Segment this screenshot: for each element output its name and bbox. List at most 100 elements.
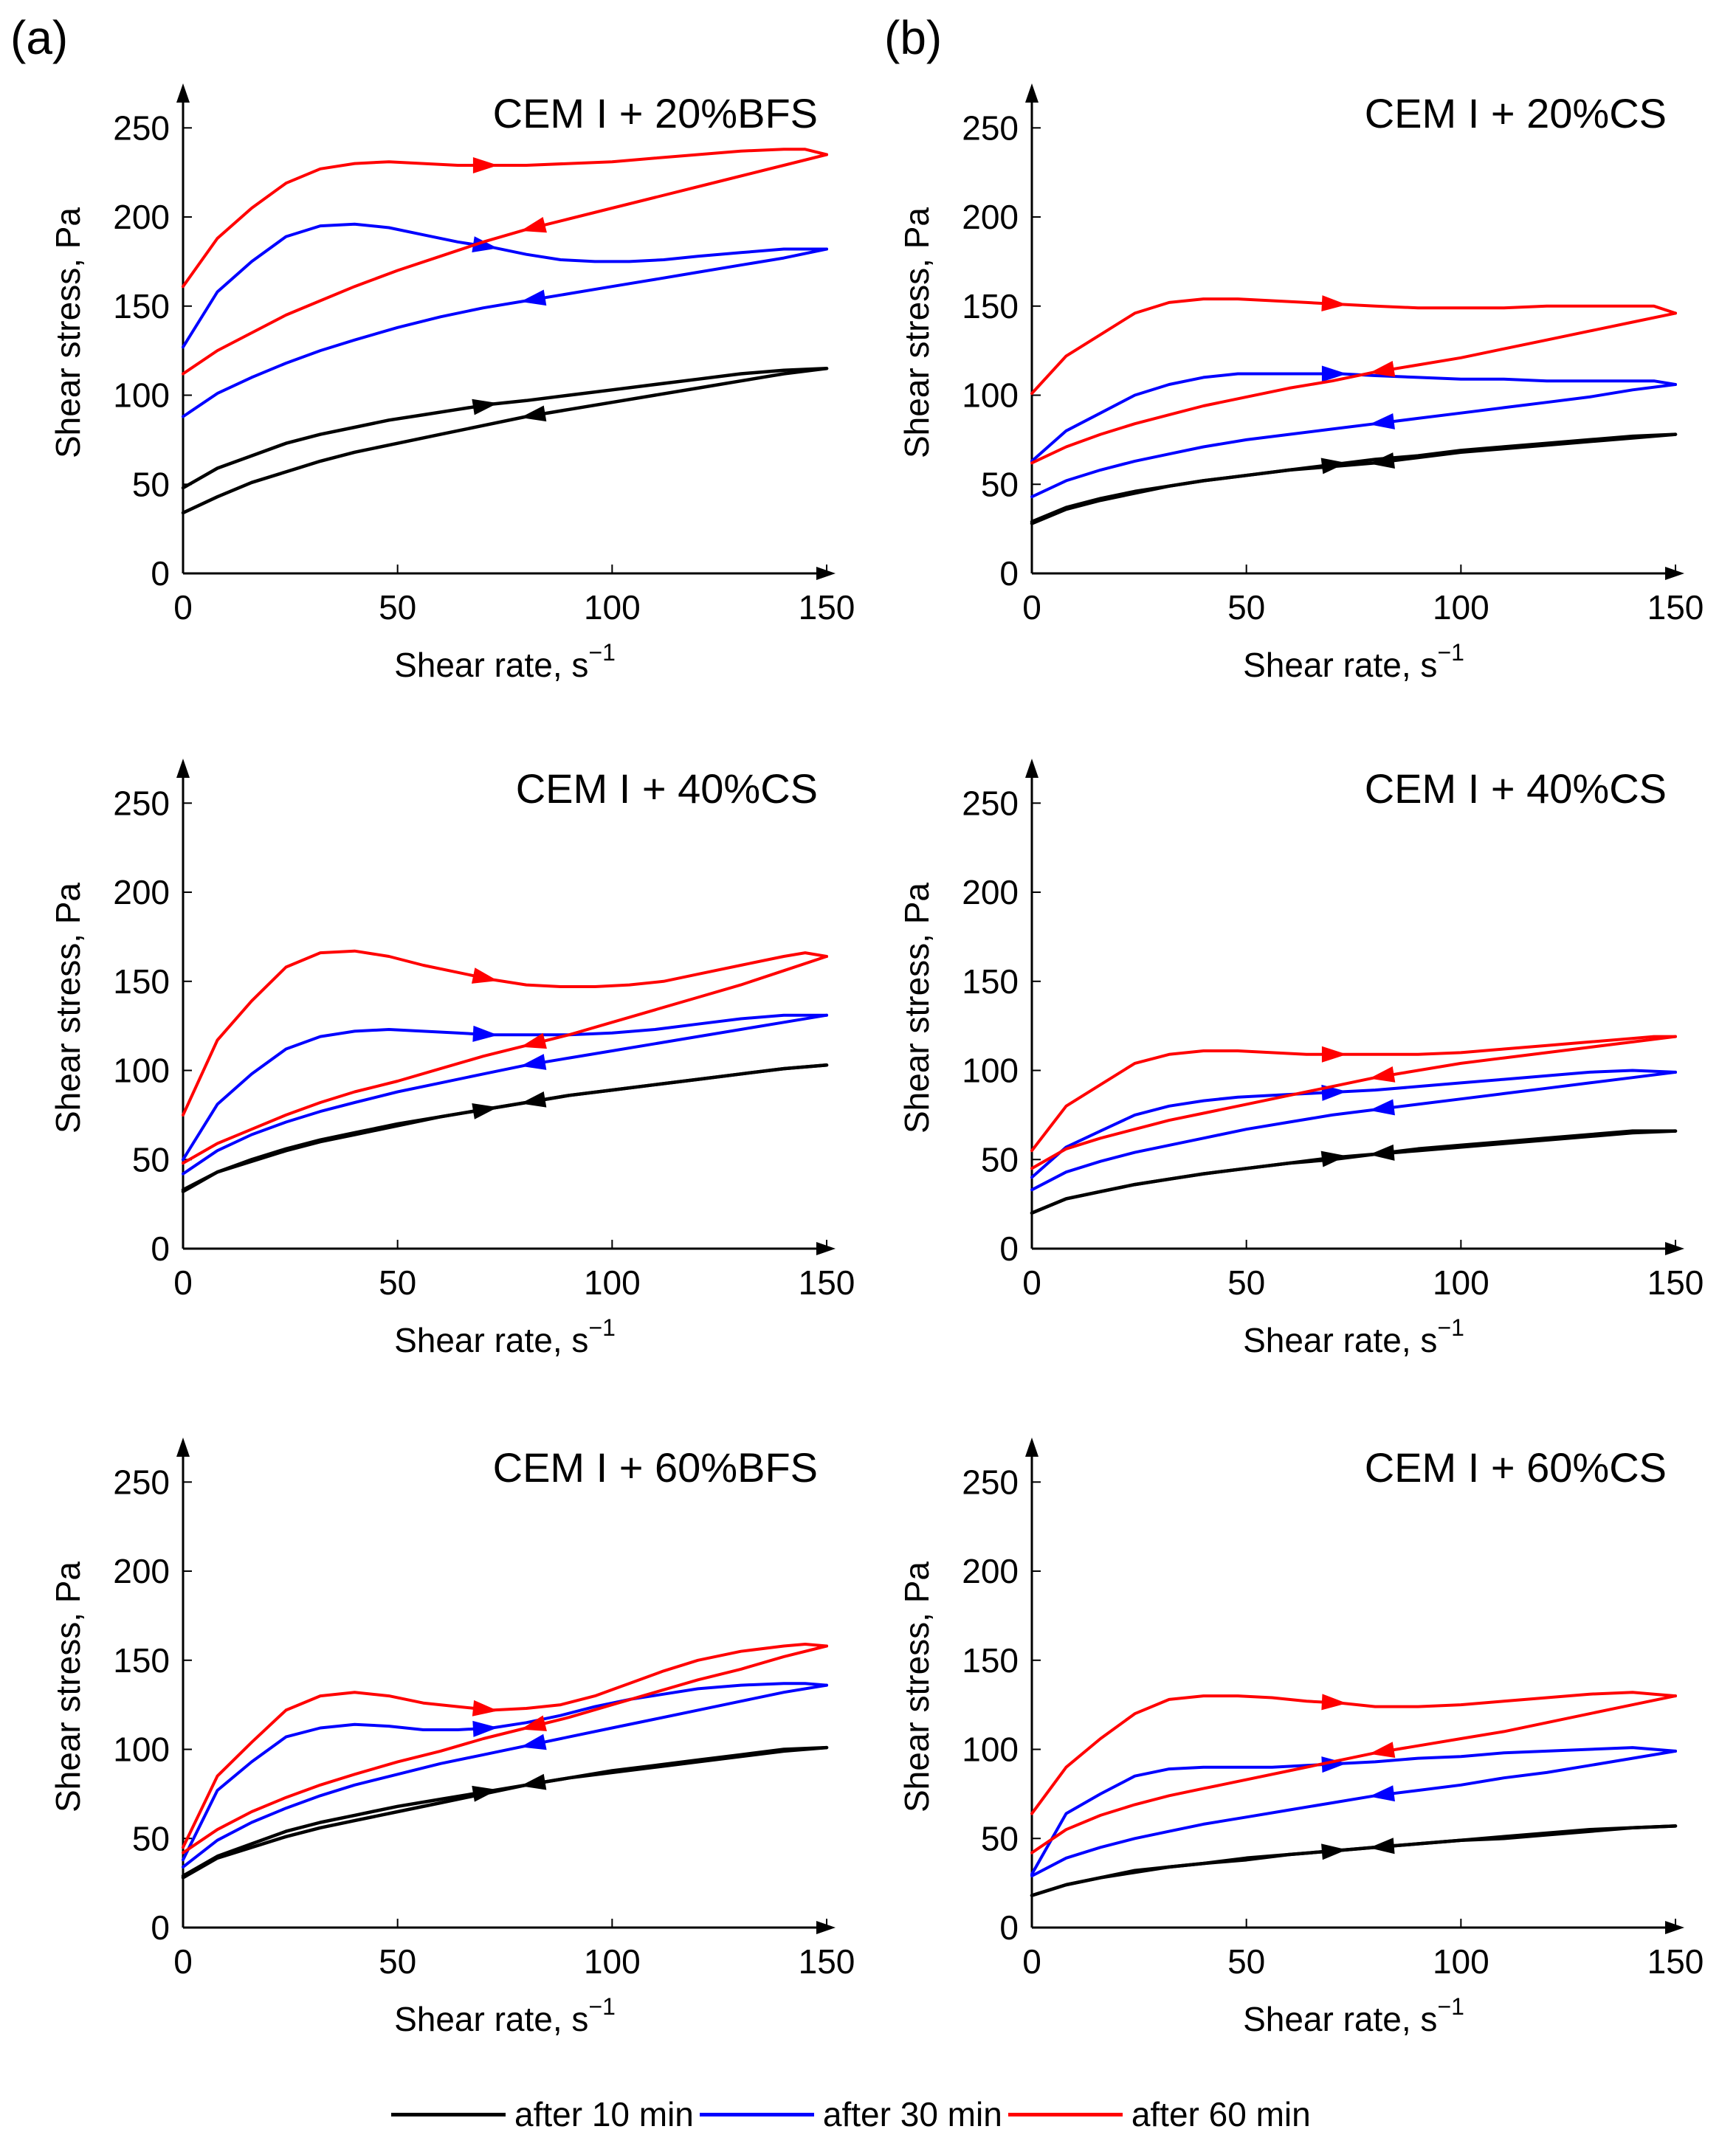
x-axis-label: Shear rate, s−1 (1243, 1993, 1464, 2038)
x-tick-label: 150 (1647, 1942, 1704, 1981)
y-tick-label: 200 (962, 873, 1019, 911)
direction-arrow-icon (1321, 295, 1347, 312)
x-tick-label: 0 (1022, 1942, 1041, 1981)
y-axis-label: Shear stress, Pa (49, 1562, 87, 1812)
panel-label-b: (b) (884, 11, 943, 64)
chart-title: CEM I + 60%BFS (493, 1444, 818, 1491)
x-tick-label: 50 (379, 588, 416, 627)
series-line-1 (181, 1063, 829, 1193)
series-line-3 (182, 222, 828, 349)
y-axis-label: Shear stress, Pa (898, 1562, 936, 1812)
series-line-2 (181, 1063, 829, 1192)
y-tick-label: 0 (151, 1908, 170, 1947)
y-tick-label: 0 (151, 1229, 170, 1268)
x-tick-label: 0 (1022, 588, 1041, 627)
direction-arrow-icon (472, 236, 498, 253)
direction-arrow-icon (472, 1700, 498, 1717)
series-line-5 (1030, 1691, 1677, 1815)
series-line-6 (182, 1644, 828, 1855)
y-tick-label: 50 (132, 1819, 170, 1857)
series-line-6 (1030, 1694, 1677, 1855)
series-line-4 (182, 247, 828, 418)
x-tick-label: 50 (379, 1942, 416, 1981)
series-line-6 (1030, 311, 1677, 465)
y-tick-label: 0 (999, 1908, 1019, 1947)
series-line-1 (1030, 432, 1678, 524)
y-tick-label: 250 (962, 1463, 1019, 1501)
series-line-4 (182, 1683, 828, 1869)
direction-arrow-icon (520, 1773, 547, 1790)
direction-arrow-icon (1368, 1742, 1396, 1758)
direction-arrow-icon (1368, 1785, 1395, 1802)
y-tick-label: 200 (113, 198, 170, 236)
series-line-6 (182, 153, 828, 376)
x-axis-label-text: Shear rate, s (394, 646, 588, 684)
x-axis-label-text: Shear rate, s (1243, 646, 1437, 684)
legend-label-60min: after 60 min (1131, 2095, 1311, 2133)
direction-arrow-icon (520, 1091, 547, 1108)
chart-title: CEM I + 60%CS (1365, 1444, 1667, 1491)
y-axis-arrow-icon (176, 759, 190, 778)
series-line-5 (1030, 1035, 1677, 1153)
chart-title: CEM I + 40%CS (516, 765, 818, 812)
series-line-3 (182, 1013, 828, 1162)
direction-arrow-icon (520, 1715, 547, 1731)
direction-arrow-icon (520, 405, 547, 422)
series-line-3 (1030, 372, 1677, 463)
direction-arrow-icon (471, 967, 498, 984)
series-line-2 (1030, 1824, 1678, 1897)
x-axis-label-superscript: −1 (588, 1993, 615, 2020)
y-tick-label: 200 (113, 873, 170, 911)
x-axis-label-text: Shear rate, s (1243, 2000, 1437, 2038)
y-tick-label: 200 (113, 1552, 170, 1590)
y-tick-label: 150 (962, 962, 1019, 1001)
x-axis-label: Shear rate, s−1 (394, 1314, 616, 1359)
y-tick-label: 250 (113, 784, 170, 822)
series-line-4 (1030, 383, 1677, 499)
series-line-1 (181, 367, 829, 490)
legend: after 10 min after 30 min after 60 min (391, 2088, 1317, 2140)
direction-arrow-icon (520, 216, 547, 233)
y-tick-label: 250 (962, 108, 1019, 147)
chart-title: CEM I + 40%CS (1365, 765, 1667, 812)
direction-arrow-icon (1368, 1066, 1396, 1083)
legend-label-10min: after 10 min (514, 2095, 694, 2133)
series-line-1 (1030, 1129, 1678, 1215)
x-axis-label-text: Shear rate, s (394, 1321, 588, 1359)
direction-arrow-icon (1368, 1144, 1395, 1161)
x-tick-label: 0 (1022, 1263, 1041, 1302)
x-axis-label-text: Shear rate, s (394, 2000, 588, 2038)
y-tick-label: 50 (981, 465, 1019, 503)
y-tick-label: 0 (999, 1229, 1019, 1268)
y-tick-label: 100 (113, 1052, 170, 1090)
x-tick-label: 150 (799, 1263, 855, 1302)
series-line-6 (182, 955, 828, 1165)
direction-arrow-icon (472, 1025, 498, 1042)
legend-line-30min (699, 2112, 814, 2116)
y-tick-label: 50 (132, 1140, 170, 1179)
x-tick-label: 150 (1647, 1263, 1704, 1302)
series-line-5 (182, 949, 828, 1117)
y-tick-label: 250 (962, 784, 1019, 822)
direction-arrow-icon (520, 1733, 547, 1750)
x-axis-label: Shear rate, s−1 (1243, 1314, 1464, 1359)
y-axis-arrow-icon (1025, 1438, 1038, 1457)
y-tick-label: 150 (962, 1641, 1019, 1680)
y-tick-label: 50 (981, 1140, 1019, 1179)
y-tick-label: 100 (962, 376, 1019, 415)
y-axis-label: Shear stress, Pa (898, 207, 936, 458)
x-axis-label: Shear rate, s−1 (1243, 639, 1464, 684)
y-tick-label: 150 (962, 287, 1019, 325)
series-line-5 (182, 1643, 828, 1849)
x-axis-label-superscript: −1 (588, 1314, 615, 1341)
y-tick-label: 50 (132, 465, 170, 503)
y-tick-label: 150 (113, 287, 170, 325)
y-tick-label: 100 (962, 1731, 1019, 1769)
series-line-2 (1030, 1129, 1678, 1215)
y-tick-label: 100 (113, 376, 170, 415)
series-line-4 (1030, 1070, 1677, 1192)
